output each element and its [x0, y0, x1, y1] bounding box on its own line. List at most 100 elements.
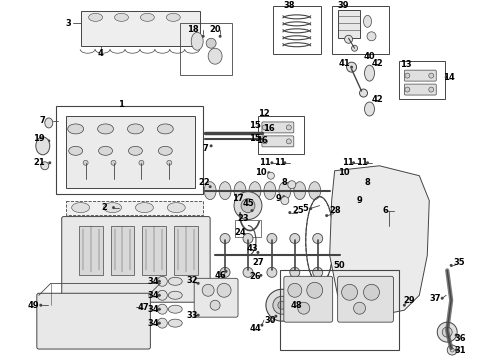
FancyBboxPatch shape	[404, 84, 436, 95]
Ellipse shape	[263, 139, 268, 144]
Text: 23: 23	[237, 214, 249, 223]
Ellipse shape	[83, 160, 88, 165]
Ellipse shape	[206, 38, 216, 48]
Ellipse shape	[220, 234, 230, 243]
Ellipse shape	[243, 234, 253, 243]
Text: 11: 11	[342, 158, 353, 167]
Ellipse shape	[364, 197, 367, 200]
Text: 34: 34	[147, 319, 159, 328]
Text: 6: 6	[383, 206, 389, 215]
Bar	[143, 225, 166, 275]
Ellipse shape	[209, 185, 212, 188]
Ellipse shape	[202, 35, 205, 38]
Ellipse shape	[202, 284, 214, 296]
Ellipse shape	[208, 48, 222, 64]
Text: 27: 27	[252, 258, 264, 267]
Ellipse shape	[127, 124, 144, 134]
FancyBboxPatch shape	[194, 278, 238, 317]
Text: 42: 42	[371, 59, 383, 68]
Text: 16: 16	[263, 125, 275, 134]
Text: 32: 32	[186, 276, 198, 285]
Ellipse shape	[220, 267, 230, 277]
Ellipse shape	[158, 147, 172, 155]
Text: 8: 8	[365, 178, 370, 187]
Ellipse shape	[290, 267, 300, 277]
Ellipse shape	[49, 161, 51, 164]
Bar	[66, 116, 195, 188]
Text: 26: 26	[249, 272, 261, 281]
FancyBboxPatch shape	[37, 293, 150, 349]
Text: 34: 34	[147, 277, 159, 286]
Ellipse shape	[103, 203, 122, 213]
Text: 37: 37	[430, 294, 441, 303]
Ellipse shape	[273, 296, 291, 314]
Text: 21: 21	[33, 158, 45, 167]
Ellipse shape	[405, 73, 410, 78]
Text: 34: 34	[147, 291, 159, 300]
Ellipse shape	[158, 308, 161, 311]
Ellipse shape	[278, 301, 286, 309]
Text: 45: 45	[242, 199, 254, 208]
Ellipse shape	[122, 300, 135, 314]
Text: 11: 11	[274, 158, 286, 167]
Ellipse shape	[281, 197, 289, 204]
Ellipse shape	[128, 147, 143, 155]
Text: 47: 47	[138, 303, 149, 312]
Ellipse shape	[98, 124, 114, 134]
Ellipse shape	[350, 172, 357, 179]
Ellipse shape	[47, 139, 50, 142]
Text: 17: 17	[232, 194, 244, 203]
Ellipse shape	[455, 334, 458, 337]
Ellipse shape	[141, 13, 154, 21]
Bar	[180, 23, 232, 75]
Text: 4: 4	[98, 49, 103, 58]
Ellipse shape	[344, 35, 353, 43]
Ellipse shape	[447, 345, 457, 355]
Text: 39: 39	[338, 1, 349, 10]
Ellipse shape	[157, 124, 173, 134]
Ellipse shape	[136, 306, 139, 309]
Ellipse shape	[196, 314, 200, 317]
Ellipse shape	[264, 182, 276, 200]
Ellipse shape	[139, 160, 144, 165]
Text: 25: 25	[292, 206, 304, 215]
Ellipse shape	[367, 32, 376, 41]
Ellipse shape	[243, 267, 253, 277]
Ellipse shape	[325, 214, 328, 217]
Ellipse shape	[267, 234, 277, 243]
Ellipse shape	[224, 270, 227, 273]
Ellipse shape	[403, 304, 406, 307]
Ellipse shape	[69, 147, 83, 155]
Text: 41: 41	[339, 59, 350, 68]
Ellipse shape	[371, 181, 379, 189]
Text: 19: 19	[33, 134, 45, 143]
Text: 40: 40	[364, 52, 375, 61]
Text: 12: 12	[258, 109, 270, 118]
Ellipse shape	[36, 137, 50, 155]
Ellipse shape	[372, 181, 375, 184]
Ellipse shape	[429, 87, 434, 92]
Ellipse shape	[157, 290, 167, 300]
Text: 34: 34	[147, 305, 159, 314]
Ellipse shape	[250, 209, 253, 212]
Bar	[79, 225, 102, 275]
Ellipse shape	[167, 160, 172, 165]
Ellipse shape	[68, 124, 84, 134]
Text: 15: 15	[249, 134, 261, 143]
Ellipse shape	[350, 171, 353, 174]
Text: 13: 13	[399, 60, 411, 69]
Text: 5: 5	[303, 204, 309, 213]
FancyBboxPatch shape	[62, 217, 210, 302]
Text: 36: 36	[454, 334, 466, 343]
Text: 43: 43	[246, 244, 258, 253]
Text: 2: 2	[101, 203, 107, 212]
Ellipse shape	[168, 291, 182, 299]
Ellipse shape	[364, 284, 379, 300]
Ellipse shape	[309, 182, 320, 200]
Text: 33: 33	[187, 311, 198, 320]
Ellipse shape	[168, 319, 182, 327]
Ellipse shape	[368, 104, 371, 107]
Ellipse shape	[365, 102, 374, 116]
Text: 48: 48	[291, 301, 303, 310]
FancyBboxPatch shape	[262, 122, 294, 133]
